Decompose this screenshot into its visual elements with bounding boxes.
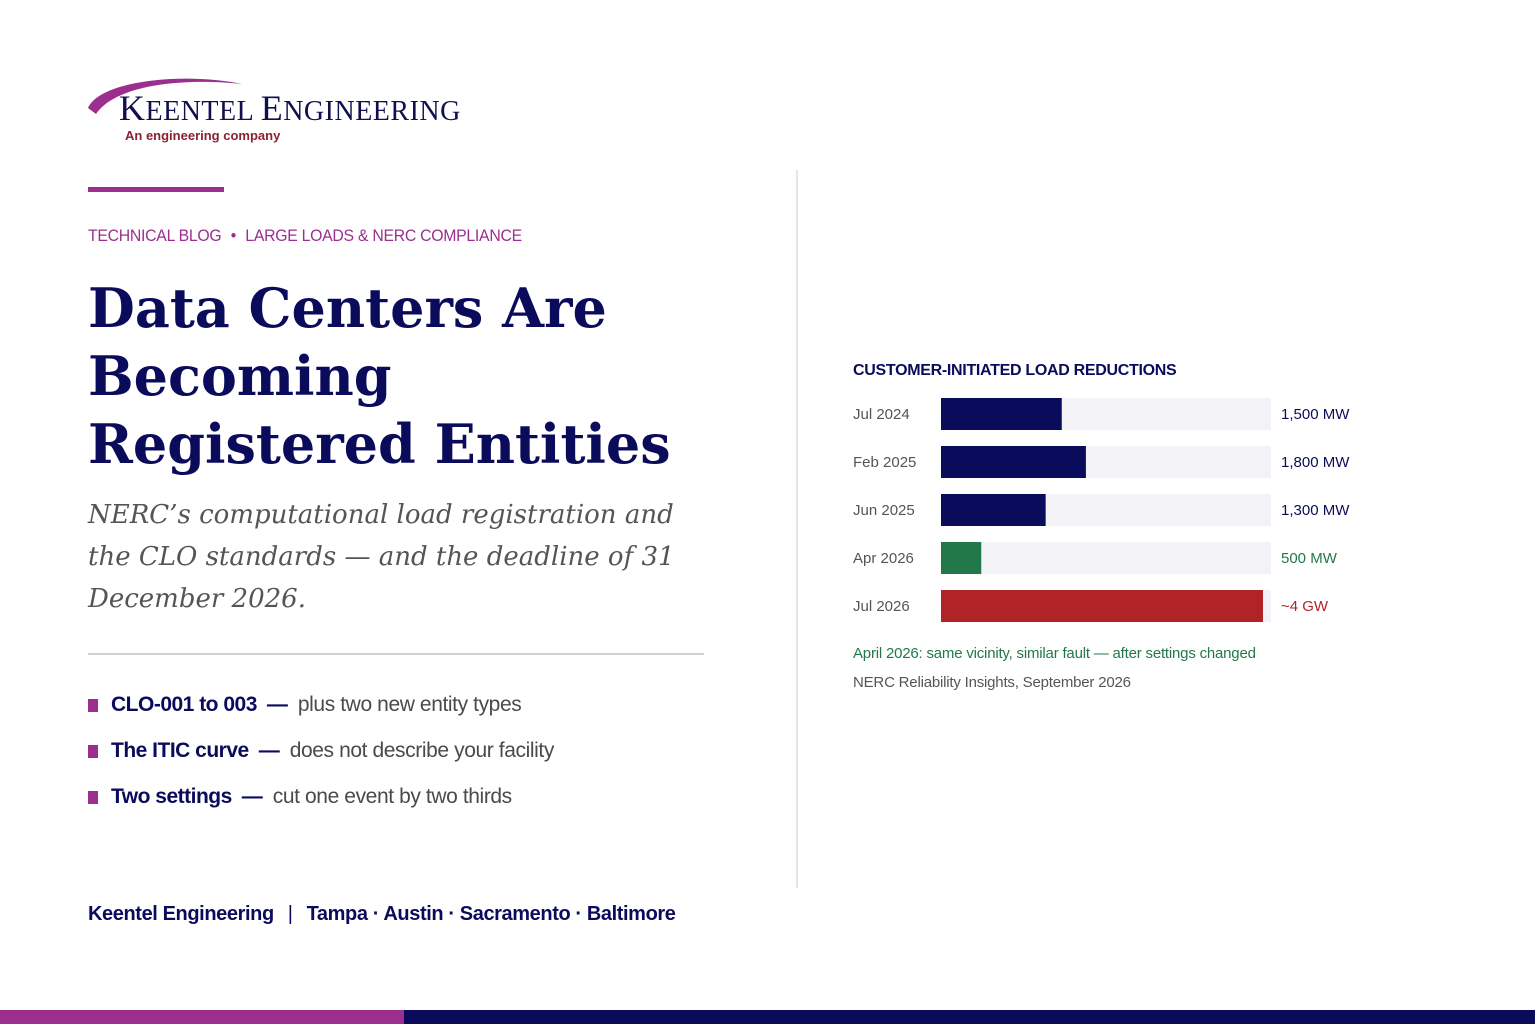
logo-tagline: An engineering company <box>125 128 281 143</box>
bullet-square-icon <box>88 744 98 758</box>
page-title: Data Centers Are Becoming Registered Ent… <box>88 276 671 476</box>
key-point: CLO-001 to 003 — plus two new entity typ… <box>88 682 554 728</box>
key-point-dash: — <box>241 785 263 808</box>
bar-track <box>941 542 1271 574</box>
bullet-square-icon <box>88 698 98 712</box>
bar-category-label: Jul 2026 <box>853 598 910 615</box>
bar <box>941 494 1046 526</box>
key-point-dash: — <box>258 739 280 762</box>
column-divider <box>796 170 798 888</box>
logo-wordmark: KEENTEL ENGINEERING <box>119 88 461 128</box>
bar-category-label: Feb 2025 <box>853 454 916 471</box>
key-point: Two settings — cut one event by two thir… <box>88 774 554 820</box>
bar-value-label: 500 MW <box>1281 550 1338 567</box>
chart-annotation: April 2026: same vicinity, similar fault… <box>853 645 1256 662</box>
section-divider <box>88 653 704 655</box>
key-point-title: Two settings <box>111 785 232 808</box>
kicker: TECHNICAL BLOG • LARGE LOADS & NERC COMPLI… <box>88 226 522 246</box>
footer-locations: Tampa · Austin · Sacramento · Baltimore <box>306 903 676 925</box>
key-point: The ITIC curve — does not describe your … <box>88 728 554 774</box>
key-point-dash: — <box>266 693 288 716</box>
bar-category-label: Jul 2024 <box>853 406 910 423</box>
footer-company: Keentel Engineering <box>88 903 274 925</box>
bar <box>941 542 982 574</box>
kicker-separator: • <box>230 226 237 245</box>
bar <box>941 398 1062 430</box>
bottom-color-bar <box>0 1010 1535 1024</box>
key-point-title: CLO-001 to 003 <box>111 693 257 716</box>
subtitle: NERC’s computational load registration a… <box>88 500 675 614</box>
bottom-bar-navy <box>404 1010 1535 1024</box>
bullet-square-icon <box>88 790 98 804</box>
bar-category-label: Jun 2025 <box>853 502 915 519</box>
footer-separator: | <box>287 903 293 925</box>
key-point-description: does not describe your facility <box>289 739 555 762</box>
bar-value-label: 1,800 MW <box>1281 454 1350 471</box>
key-point-description: cut one event by two thirds <box>272 785 512 808</box>
company-logo: KEENTEL ENGINEERING An engineering compa… <box>86 74 466 148</box>
key-point-title: The ITIC curve <box>111 739 249 762</box>
bar <box>941 590 1263 622</box>
kicker-category: TECHNICAL BLOG <box>88 226 222 245</box>
kicker-topic: LARGE LOADS & NERC COMPLIANCE <box>245 226 522 245</box>
bar-category-label: Apr 2026 <box>853 550 914 567</box>
logo-swoosh <box>88 78 242 114</box>
footer: Keentel Engineering | Tampa · Austin · Sac… <box>88 903 676 926</box>
bar-value-label: 1,500 MW <box>1281 406 1350 423</box>
chart-source: NERC Reliability Insights, September 202… <box>853 674 1131 691</box>
bar-value-label: ~4 GW <box>1281 598 1329 615</box>
key-point-description: plus two new entity types <box>297 693 522 716</box>
bar <box>941 446 1086 478</box>
accent-rule <box>88 187 224 192</box>
chart-title: CUSTOMER-INITIATED LOAD REDUCTIONS <box>853 362 1177 379</box>
bar-value-label: 1,300 MW <box>1281 502 1350 519</box>
bottom-bar-magenta <box>0 1010 404 1024</box>
key-points-list: CLO-001 to 003 — plus two new entity typ… <box>88 682 554 820</box>
load-reduction-bar-chart: Jul 2024 1,500 MW Feb 2025 1,800 MW Jun 2025… <box>853 398 1350 622</box>
